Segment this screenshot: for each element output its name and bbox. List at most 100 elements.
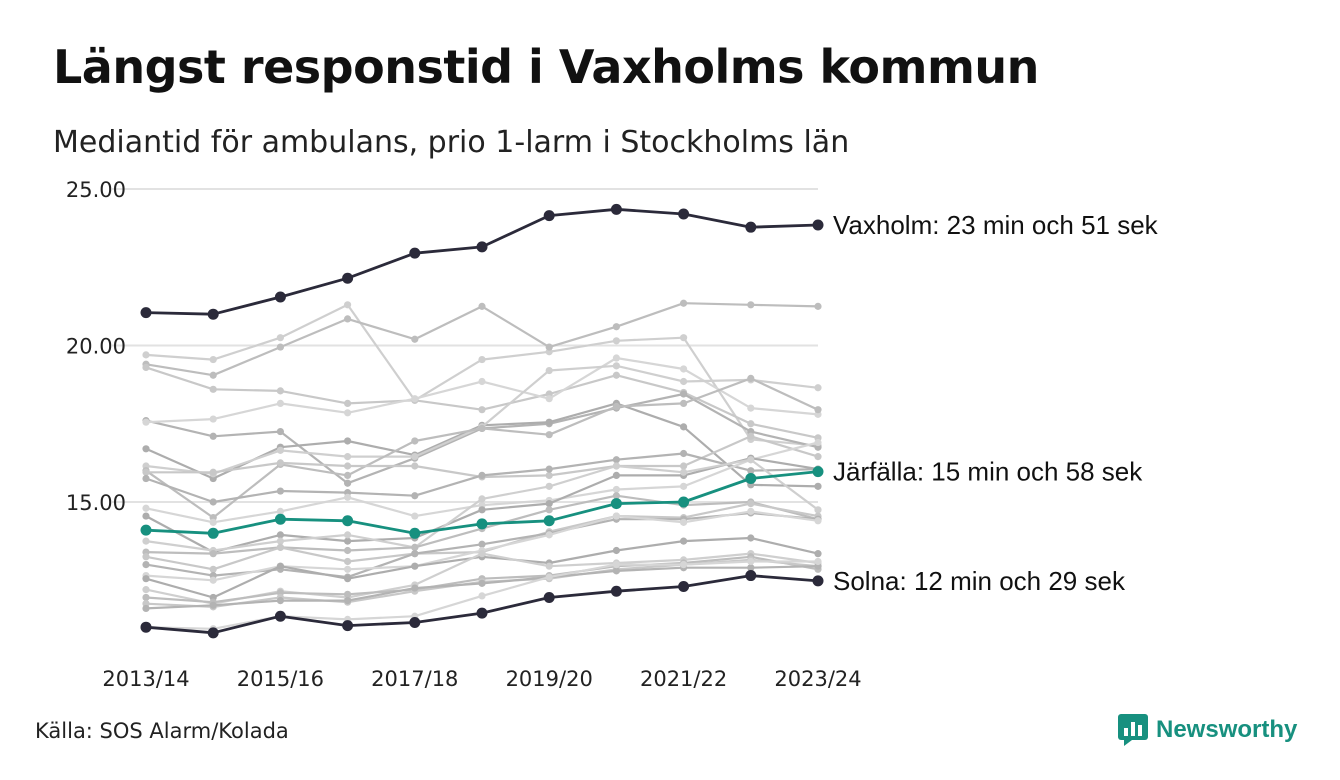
data-point — [478, 506, 486, 514]
series-vaxholm — [140, 203, 824, 320]
data-point — [814, 482, 822, 490]
data-point — [812, 575, 824, 587]
data-point — [612, 456, 621, 464]
data-point — [409, 617, 421, 629]
data-point — [142, 418, 150, 426]
data-point — [680, 423, 688, 431]
data-point — [610, 585, 622, 597]
data-point — [274, 513, 286, 525]
data-point — [612, 485, 621, 494]
data-point — [411, 453, 419, 461]
data-point — [276, 562, 284, 570]
data-point — [209, 576, 217, 584]
data-point — [411, 335, 419, 343]
data-point — [680, 537, 688, 545]
data-point — [747, 534, 755, 542]
data-point — [747, 467, 755, 475]
series-annotations: Vaxholm: 23 min och 51 sek Järfälla: 15 m… — [833, 210, 1159, 596]
data-point — [411, 562, 419, 570]
data-point — [344, 399, 352, 408]
y-tick-label: 20.00 — [66, 335, 126, 359]
data-point — [680, 377, 688, 386]
data-point — [478, 406, 486, 414]
series-label: Solna: 12 min och 29 sek — [833, 566, 1126, 596]
data-point — [612, 567, 621, 575]
data-point — [680, 518, 688, 526]
source-note: Källa: SOS Alarm/Kolada — [35, 719, 289, 743]
data-point — [545, 471, 553, 479]
background-series-line — [142, 301, 822, 450]
data-point — [478, 540, 486, 548]
data-point — [344, 493, 352, 501]
data-point — [747, 432, 755, 440]
data-point — [276, 596, 284, 605]
data-point — [478, 550, 486, 558]
data-point — [207, 627, 219, 639]
highlight-series — [140, 203, 824, 639]
data-point — [478, 579, 486, 587]
data-point — [545, 562, 553, 570]
data-point — [545, 506, 553, 514]
y-axis-tick-labels: 15.00 20.00 25.00 — [66, 178, 126, 515]
data-point — [209, 415, 217, 423]
data-point — [344, 437, 352, 445]
data-point — [411, 584, 419, 592]
series-solna — [140, 570, 824, 639]
data-point — [814, 406, 822, 414]
data-point — [342, 272, 354, 284]
data-point — [745, 570, 757, 582]
data-point — [344, 575, 352, 583]
data-point — [680, 482, 688, 490]
data-point — [142, 593, 150, 602]
brand-name: Newsworthy — [1156, 716, 1298, 743]
data-point — [814, 517, 822, 525]
data-point — [344, 453, 352, 461]
data-point — [209, 355, 217, 364]
data-point — [142, 351, 150, 359]
series-label: Järfälla: 15 min och 58 sek — [833, 457, 1143, 487]
data-point — [545, 499, 553, 508]
chart-title: Längst responstid i Vaxholms kommun — [53, 40, 1039, 94]
data-point — [545, 343, 553, 351]
data-point — [612, 354, 621, 362]
data-point — [142, 504, 150, 512]
data-point — [612, 323, 621, 331]
data-point — [342, 515, 354, 527]
data-point — [142, 445, 150, 453]
data-point — [142, 586, 150, 594]
data-point — [209, 385, 217, 393]
data-point — [209, 518, 217, 526]
data-point — [478, 592, 486, 600]
data-point — [276, 343, 284, 351]
background-series-line — [142, 557, 822, 633]
data-point — [612, 492, 621, 500]
data-point — [814, 506, 822, 514]
data-point — [747, 456, 755, 464]
data-point — [142, 363, 150, 372]
data-point — [276, 446, 284, 454]
data-point — [209, 498, 217, 506]
data-point — [545, 366, 553, 375]
data-point — [680, 334, 688, 342]
data-point — [680, 365, 688, 373]
data-point — [478, 424, 486, 433]
data-point — [543, 210, 555, 222]
data-point — [680, 399, 688, 408]
data-point — [612, 561, 621, 569]
data-point — [476, 518, 488, 530]
data-point — [476, 241, 488, 253]
data-point — [276, 334, 284, 342]
data-point — [747, 420, 755, 428]
y-tick-label: 15.00 — [66, 491, 126, 515]
data-point — [207, 308, 219, 320]
data-point — [140, 621, 152, 633]
x-tick-label: 2017/18 — [371, 667, 458, 691]
data-point — [680, 561, 688, 569]
data-point — [478, 471, 486, 479]
brand-logo[interactable]: Newsworthy — [1118, 714, 1297, 746]
newsworthy-logo-icon — [1118, 714, 1148, 746]
data-point — [344, 590, 352, 598]
data-point — [411, 512, 419, 520]
data-point — [612, 471, 621, 479]
data-point — [276, 459, 284, 467]
